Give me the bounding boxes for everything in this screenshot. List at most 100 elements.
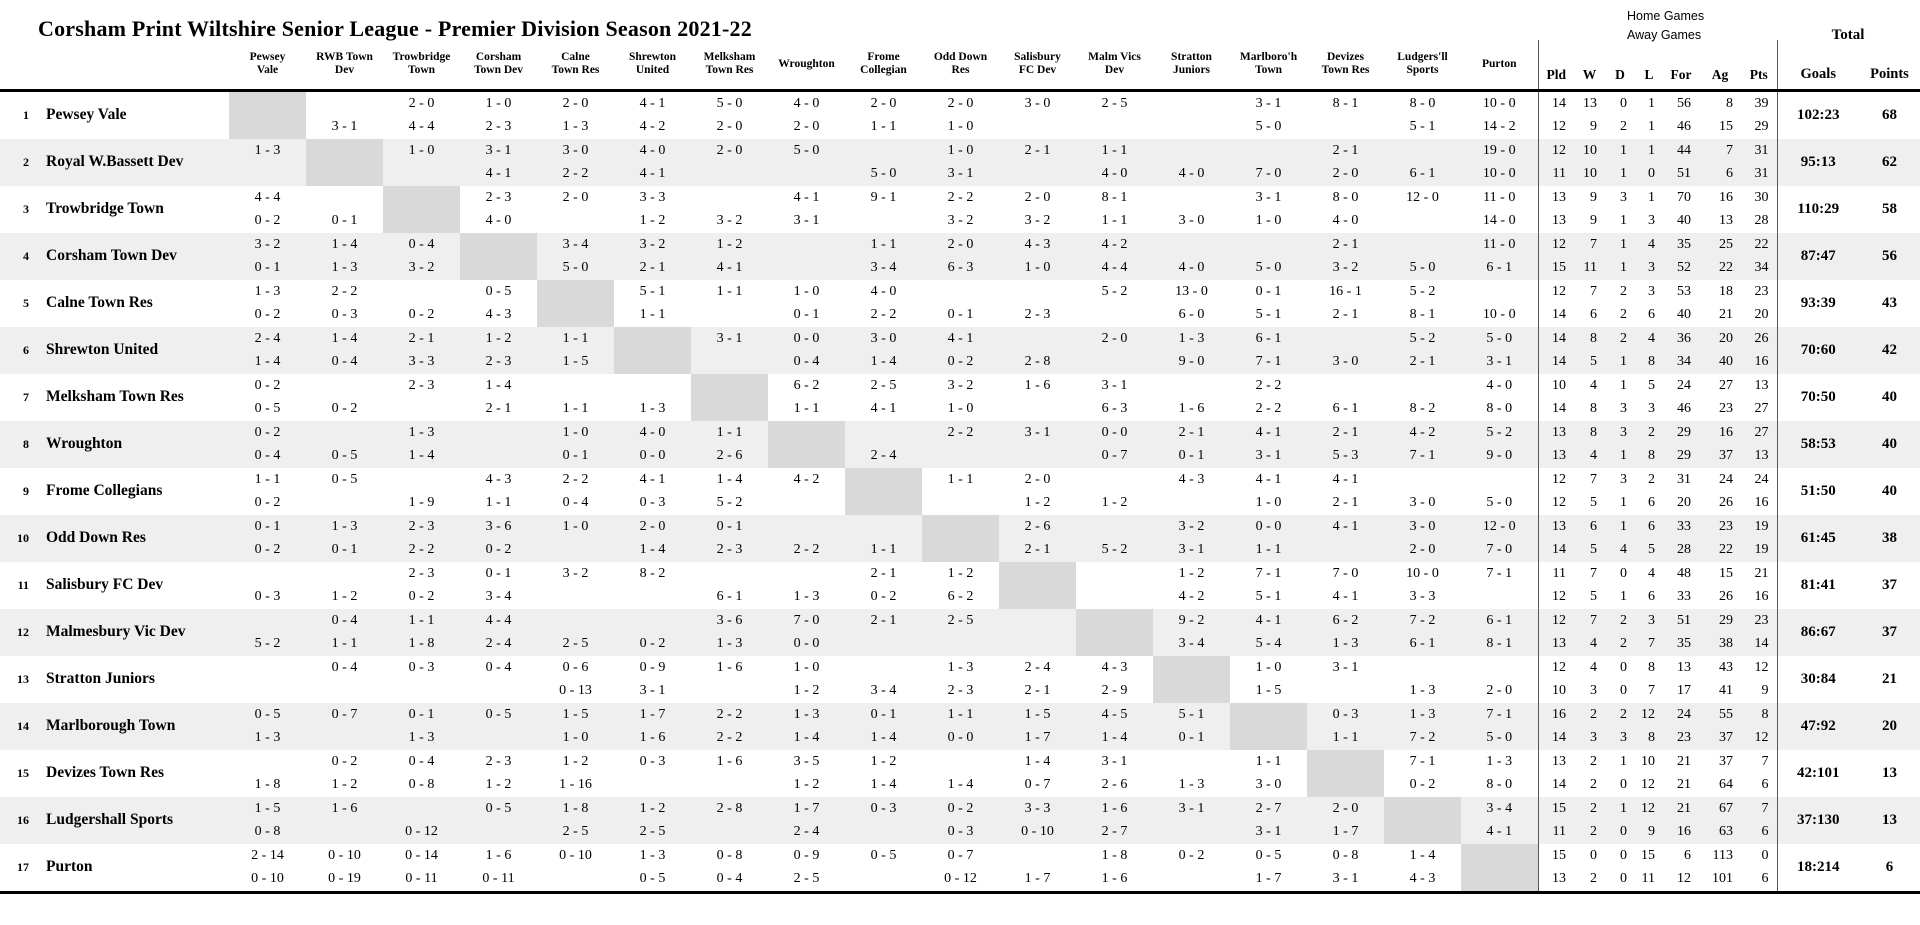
cell-line: 7 - 0 xyxy=(1332,565,1359,581)
cell-line: 0 - 2 xyxy=(254,424,281,440)
result-cell: 1 - 1 xyxy=(537,374,614,421)
stat-header: Ag xyxy=(1711,66,1729,82)
cell-line: 5 - 1 xyxy=(1178,706,1205,722)
cell-line: 14 xyxy=(1552,330,1566,346)
cell-line: 0 xyxy=(1620,95,1627,111)
result-cell: 1 - 2 4 - 2 xyxy=(1153,562,1230,609)
cell-line: 20 xyxy=(1754,307,1769,322)
cell-line: 13 xyxy=(1754,448,1769,463)
cell-line: 16 xyxy=(1719,424,1733,440)
cell-line: 0 - 1 xyxy=(1178,448,1205,463)
cell-line: 0 - 2 xyxy=(870,589,897,604)
cell-line: 27 xyxy=(1754,424,1769,440)
cell-line: 14 - 0 xyxy=(1482,213,1516,228)
stat-cell: 23 22 xyxy=(1699,515,1741,562)
cell-line: 12 xyxy=(1552,119,1566,134)
stat-cell: 31 31 xyxy=(1741,139,1777,186)
cell-line: 1 - 6 xyxy=(485,847,512,863)
cell-line: 4 - 0 xyxy=(639,142,666,158)
cell-line: 5 - 1 xyxy=(1409,119,1436,134)
result-cell: 1 - 0 0 - 1 xyxy=(768,280,845,327)
cell-line xyxy=(1307,374,1384,398)
team-position: 3 xyxy=(23,201,29,216)
cell-line: 1 xyxy=(1620,589,1627,604)
cell-line: 1 xyxy=(1620,236,1627,252)
cell-line: 1 - 6 xyxy=(1101,800,1128,816)
stat-cell: 27 13 xyxy=(1741,421,1777,468)
cell-line: 3 xyxy=(1620,401,1627,416)
result-cell: 8 - 2 xyxy=(614,562,691,609)
cell-line: 24 xyxy=(1754,471,1769,487)
cell-line: 5 - 0 xyxy=(1486,330,1513,346)
cell-line: 33 xyxy=(1677,589,1691,604)
result-cell: 1 - 3 1 - 4 xyxy=(768,703,845,750)
cell-line: 2 - 0 xyxy=(1101,330,1128,346)
cell-line: 2 - 5 xyxy=(639,824,666,839)
result-cell: 2 - 3 4 - 0 xyxy=(460,186,537,233)
cell-line xyxy=(1461,585,1538,609)
goals-total: 58:53 xyxy=(1776,420,1859,468)
cell-line xyxy=(999,280,1076,304)
result-cell: 0 - 7 0 - 12 xyxy=(922,844,999,893)
cell-line: 1 - 3 xyxy=(1486,753,1513,769)
self-cell xyxy=(537,279,614,327)
result-cell: 6 - 1 xyxy=(691,562,768,609)
result-cell: 5 - 0 xyxy=(1461,468,1538,515)
result-cell: 2 - 2 0 - 4 xyxy=(537,468,614,515)
cell-line: 1 xyxy=(1648,119,1655,134)
cell-line: 2 - 5 xyxy=(947,612,974,628)
cell-line: 4 - 4 xyxy=(408,119,435,134)
cell-line: 6 - 1 xyxy=(716,589,743,604)
stat-cell: 12 13 xyxy=(1537,608,1574,656)
result-cell: 10 - 0 14 - 2 xyxy=(1461,90,1538,139)
cell-line: 2 - 3 xyxy=(485,354,512,369)
cell-line: 1 - 1 xyxy=(639,307,666,322)
cell-line: 5 - 2 xyxy=(1409,283,1436,299)
team-name: Marlborough Town xyxy=(46,717,176,734)
team-row: 6 Shrewton United 2 - 4 1 - 4 1 - 4 0 - 4 2 - … xyxy=(0,326,1920,374)
result-cell: 2 - 3 1 - 2 xyxy=(460,750,537,797)
cell-line: 13 xyxy=(1552,753,1566,769)
stat-cell: 8 12 xyxy=(1741,703,1777,750)
cell-line: 2 - 2 xyxy=(408,542,435,557)
result-cell: 0 - 1 1 - 4 xyxy=(845,703,922,750)
cell-line: 14 xyxy=(1552,777,1566,792)
result-cell: 1 - 3 1 - 4 xyxy=(383,421,460,468)
cell-line: 1 xyxy=(1620,260,1627,275)
cell-line: 2 - 2 xyxy=(793,542,820,557)
result-cell: 0 - 0 0 - 7 xyxy=(1076,421,1153,468)
cell-line: 1 - 4 xyxy=(1101,730,1128,745)
cell-line: 2 - 0 xyxy=(562,189,589,205)
result-cell: 3 - 1 6 - 3 xyxy=(1076,374,1153,421)
result-cell: 5 - 0 xyxy=(845,139,922,186)
cell-line: 0 - 5 xyxy=(254,706,281,722)
result-cell: 1 - 5 1 - 0 xyxy=(537,703,614,750)
cell-line: 22 xyxy=(1719,542,1733,557)
cell-line xyxy=(845,139,922,163)
cell-line: 0 - 7 xyxy=(1024,777,1051,792)
cell-line xyxy=(1307,679,1384,703)
result-cell: 7 - 0 0 - 0 xyxy=(768,609,845,656)
cell-line: 4 xyxy=(1590,659,1597,675)
cell-line xyxy=(999,162,1076,186)
result-cell: 5 - 0 xyxy=(1384,233,1461,280)
opponent-header-line: Devizes xyxy=(1326,51,1365,64)
cell-line: 0 xyxy=(1620,683,1627,698)
points-total: 21 xyxy=(1882,670,1897,687)
cell-line: 0 xyxy=(1620,871,1627,886)
cell-line: 21 xyxy=(1677,800,1691,816)
cell-line xyxy=(537,867,614,891)
cell-line: 4 - 1 xyxy=(870,401,897,416)
result-cell: 1 - 4 5 - 2 xyxy=(691,468,768,515)
points-total: 6 xyxy=(1885,858,1894,875)
result-cell: 2 - 0 1 - 7 xyxy=(1307,797,1384,844)
cell-line: 5 - 0 xyxy=(870,166,897,181)
opponent-header-line: Town Dev xyxy=(473,64,524,77)
cell-line: 3 - 0 xyxy=(1409,495,1436,510)
cell-line: 5 - 4 xyxy=(1255,636,1282,651)
cell-line: 10 xyxy=(1552,683,1566,698)
cell-line: 0 - 3 xyxy=(254,589,281,604)
